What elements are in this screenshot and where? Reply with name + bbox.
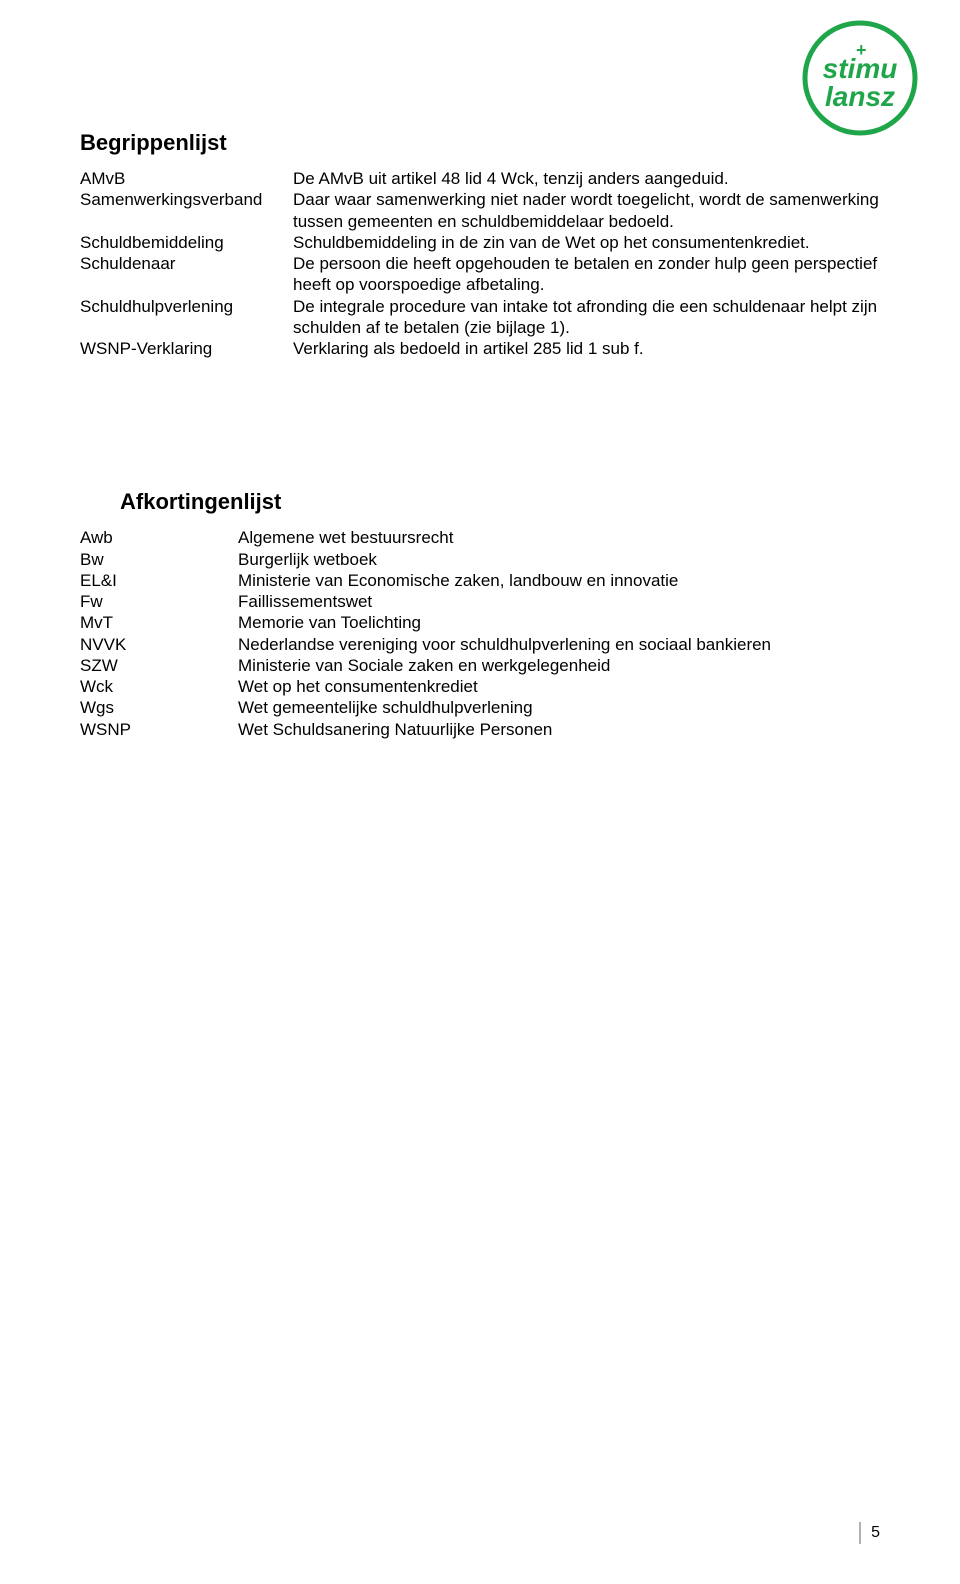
abbreviation-text: Nederlandse vereniging voor schuldhulpve… xyxy=(238,634,890,655)
abbreviation-text: Wet op het consumentenkrediet xyxy=(238,676,890,697)
abbreviation-row: Bw Burgerlijk wetboek xyxy=(80,549,890,570)
abbreviation-term: WSNP xyxy=(80,719,238,740)
abbreviation-row: SZW Ministerie van Sociale zaken en werk… xyxy=(80,655,890,676)
abbreviation-row: NVVK Nederlandse vereniging voor schuldh… xyxy=(80,634,890,655)
abbreviation-row: EL&I Ministerie van Economische zaken, l… xyxy=(80,570,890,591)
definition-text: De AMvB uit artikel 48 lid 4 Wck, tenzij… xyxy=(293,168,890,189)
afkortingenlijst-list: Awb Algemene wet bestuursrecht Bw Burger… xyxy=(80,527,890,740)
abbreviation-term: SZW xyxy=(80,655,238,676)
begrippenlijst-list: AMvB De AMvB uit artikel 48 lid 4 Wck, t… xyxy=(80,168,890,359)
abbreviation-text: Ministerie van Economische zaken, landbo… xyxy=(238,570,890,591)
abbreviation-row: Wgs Wet gemeentelijke schuldhulpverlenin… xyxy=(80,697,890,718)
abbreviation-row: MvT Memorie van Toelichting xyxy=(80,612,890,633)
abbreviation-term: Awb xyxy=(80,527,238,548)
document-page: + stimu lansz Begrippenlijst AMvB De AMv… xyxy=(0,0,960,1584)
abbreviation-text: Wet gemeentelijke schuldhulpverlening xyxy=(238,697,890,718)
abbreviation-row: Wck Wet op het consumentenkrediet xyxy=(80,676,890,697)
definition-row: WSNP-Verklaring Verklaring als bedoeld i… xyxy=(80,338,890,359)
abbreviation-text: Burgerlijk wetboek xyxy=(238,549,890,570)
svg-text:stimu: stimu xyxy=(823,53,898,84)
abbreviation-term: Fw xyxy=(80,591,238,612)
definition-text: De persoon die heeft opgehouden te betal… xyxy=(293,253,890,296)
abbreviation-term: NVVK xyxy=(80,634,238,655)
definition-text: Verklaring als bedoeld in artikel 285 li… xyxy=(293,338,890,359)
abbreviation-term: Wgs xyxy=(80,697,238,718)
afkortingenlijst-heading: Afkortingenlijst xyxy=(120,489,890,515)
svg-text:lansz: lansz xyxy=(825,81,895,112)
abbreviation-term: Bw xyxy=(80,549,238,570)
abbreviation-row: Fw Faillissementswet xyxy=(80,591,890,612)
abbreviation-row: WSNP Wet Schuldsanering Natuurlijke Pers… xyxy=(80,719,890,740)
definition-row: Schuldhulpverlening De integrale procedu… xyxy=(80,296,890,339)
abbreviation-text: Algemene wet bestuursrecht xyxy=(238,527,890,548)
abbreviation-term: MvT xyxy=(80,612,238,633)
definition-term: AMvB xyxy=(80,168,293,189)
abbreviation-term: EL&I xyxy=(80,570,238,591)
definition-row: Schuldbemiddeling Schuldbemiddeling in d… xyxy=(80,232,890,253)
begrippenlijst-heading: Begrippenlijst xyxy=(80,130,890,156)
definition-term: Samenwerkingsverband xyxy=(80,189,293,210)
abbreviation-term: Wck xyxy=(80,676,238,697)
definition-term: Schuldhulpverlening xyxy=(80,296,293,317)
definition-row: Schuldenaar De persoon die heeft opgehou… xyxy=(80,253,890,296)
definition-row: Samenwerkingsverband Daar waar samenwerk… xyxy=(80,189,890,232)
definition-term: Schuldenaar xyxy=(80,253,293,274)
definition-text: Daar waar samenwerking niet nader wordt … xyxy=(293,189,890,232)
page-number: 5 xyxy=(859,1522,880,1544)
abbreviation-text: Wet Schuldsanering Natuurlijke Personen xyxy=(238,719,890,740)
definition-term: WSNP-Verklaring xyxy=(80,338,293,359)
abbreviation-row: Awb Algemene wet bestuursrecht xyxy=(80,527,890,548)
definition-text: De integrale procedure van intake tot af… xyxy=(293,296,890,339)
definition-text: Schuldbemiddeling in de zin van de Wet o… xyxy=(293,232,890,253)
abbreviation-text: Faillissementswet xyxy=(238,591,890,612)
abbreviation-text: Ministerie van Sociale zaken en werkgele… xyxy=(238,655,890,676)
definition-term: Schuldbemiddeling xyxy=(80,232,293,253)
abbreviation-text: Memorie van Toelichting xyxy=(238,612,890,633)
stimulansz-logo: + stimu lansz xyxy=(800,18,920,138)
definition-row: AMvB De AMvB uit artikel 48 lid 4 Wck, t… xyxy=(80,168,890,189)
